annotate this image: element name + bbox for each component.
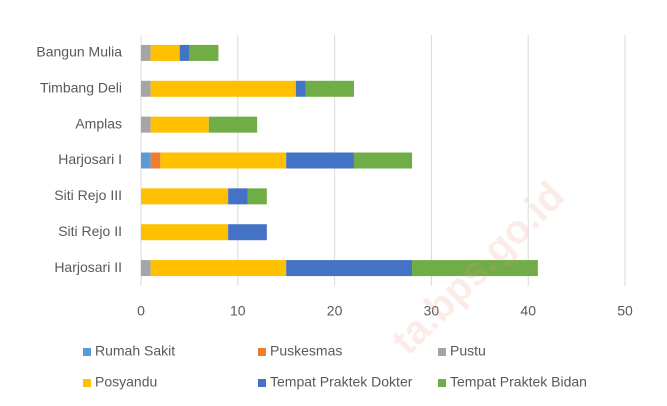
x-tick-label: 40 (520, 303, 536, 319)
y-tick-label: Bangun Mulia (36, 44, 122, 60)
bar-segment (228, 188, 248, 205)
bar-segment (141, 260, 151, 277)
legend-label: Pustu (450, 343, 486, 359)
bar-segment (179, 44, 190, 61)
legend-label: Tempat Praktek Dokter (270, 374, 413, 390)
bar-segment (150, 80, 296, 97)
bar-segment (286, 152, 354, 169)
legend-swatch (83, 348, 91, 356)
bar-segment (141, 224, 229, 241)
bar-segment (141, 188, 229, 205)
bar-segment (150, 44, 180, 61)
x-tick-label: 50 (617, 303, 633, 319)
y-tick-label: Amplas (75, 115, 122, 131)
x-tick-label: 30 (424, 303, 440, 319)
bar-segment (286, 260, 413, 277)
bar-segment (141, 116, 151, 133)
bar-segment (228, 224, 267, 241)
legend-swatch (438, 379, 446, 387)
bar-segment (150, 116, 209, 133)
bar-segment (412, 260, 538, 277)
x-tick-label: 10 (230, 303, 246, 319)
legend-swatch (258, 348, 266, 356)
y-tick-label: Siti Rejo III (54, 187, 122, 203)
legend-swatch (438, 348, 446, 356)
bar-segment (141, 80, 151, 97)
legend-label: Tempat Praktek Bidan (450, 374, 587, 390)
bar-segment (295, 80, 306, 97)
bar-segment (141, 152, 151, 169)
bar-segment (150, 260, 287, 277)
legend-swatch (258, 379, 266, 387)
x-tick-label: 20 (327, 303, 343, 319)
legend-label: Rumah Sakit (95, 343, 175, 359)
bar-segment (305, 80, 354, 97)
bar-segment (353, 152, 413, 169)
legend-label: Puskesmas (270, 343, 342, 359)
y-tick-label: Siti Rejo II (58, 223, 122, 239)
legend-swatch (83, 379, 91, 387)
y-tick-label: Timbang Deli (40, 79, 122, 95)
bar-segment (247, 188, 267, 205)
y-tick-label: Harjosari I (58, 151, 122, 167)
y-tick-label: Harjosari II (54, 259, 122, 275)
bar-segment (160, 152, 287, 169)
bar-segment (208, 116, 258, 133)
legend-label: Posyandu (95, 374, 157, 390)
bar-segment (189, 44, 219, 61)
x-tick-label: 0 (137, 303, 145, 319)
bar-segment (141, 44, 151, 61)
bar-segment (150, 152, 161, 169)
